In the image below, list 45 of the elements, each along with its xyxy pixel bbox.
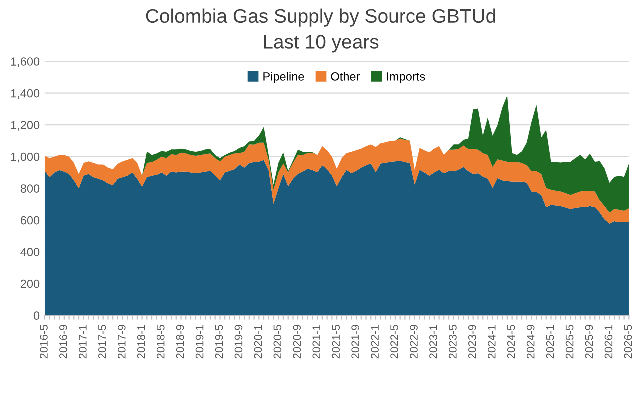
y-tick-label: 0 [34,312,40,320]
x-tick-label: 2021-9 [352,325,360,359]
x-tick-label: 2026-1 [604,325,613,359]
x-tick-label: 2020-1 [254,325,262,359]
x-tick-label: 2019-5 [215,325,224,359]
x-tick-label: 2017-9 [118,325,126,359]
x-tick-label: 2025-9 [585,325,594,359]
legend-label: Imports [387,72,426,84]
y-tick-label: 1,600 [11,58,40,68]
y-tick-label: 200 [20,280,40,288]
y-tick-label: 1,000 [11,152,40,163]
x-tick-label: 2024-1 [488,325,496,359]
x-tick-label: 2018-5 [156,325,165,359]
x-tick-label: 2019-9 [234,325,243,359]
x-tick-label: 2019-1 [196,325,204,359]
x-tick-label: 2021-5 [332,325,340,359]
x-tick-label: 2020-9 [293,325,302,359]
x-tick-label: 2025-1 [546,325,554,359]
legend-label: Pipeline [264,72,304,84]
y-tick-label: 400 [20,248,40,256]
x-tick-label: 2016-5 [40,325,48,359]
x-tick-label: 2022-9 [410,325,418,359]
x-tick-label: 2023-1 [430,325,438,359]
x-tick-label: 2021-1 [312,325,321,359]
y-tick-label: 800 [20,184,40,193]
x-tick-label: 2022-1 [371,325,379,359]
x-tick-label: 2018-1 [137,325,146,359]
x-tick-label: 2017-5 [98,325,106,359]
x-tick-label: 2023-5 [449,325,457,359]
y-tick-label: 1,400 [11,89,40,100]
y-tick-label: 1,200 [11,121,40,131]
x-tick-label: 2026-5 [624,325,632,359]
x-tick-label: 2017-1 [79,325,87,359]
x-tick-label: 2023-9 [468,325,476,359]
x-tick-label: 2024-9 [526,325,535,359]
x-tick-label: 2016-9 [60,325,68,359]
x-tick-label: 2022-5 [390,325,398,359]
x-tick-label: 2018-9 [176,325,184,359]
x-tick-label: 2020-5 [274,325,282,359]
chart-title: Colombia Gas Supply by Source GBTUd [146,8,496,27]
legend-label: Other [331,72,360,81]
x-tick-label: 2025-5 [566,325,574,359]
x-tick-label: 2024-5 [507,325,516,359]
y-tick-label: 600 [20,216,40,225]
chart-subtitle: Last 10 years [264,35,379,53]
